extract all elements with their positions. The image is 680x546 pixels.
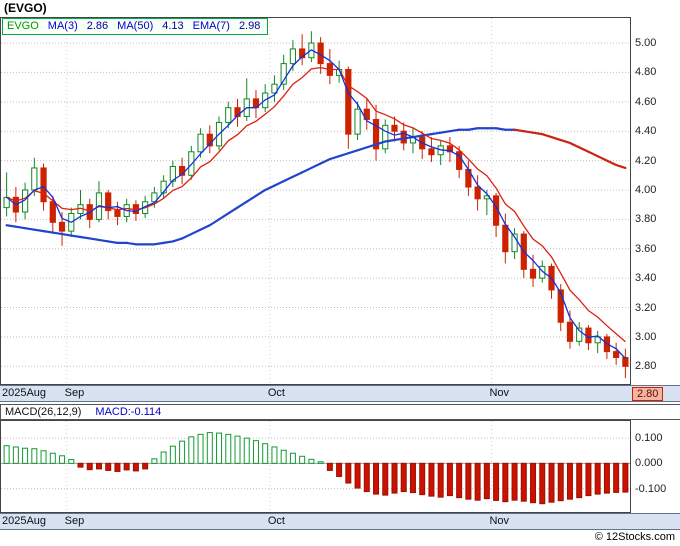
macd-axis-tick: -0.100 <box>635 482 667 495</box>
price-plot <box>0 17 631 385</box>
legend-ma3-value: 2.86 <box>86 20 109 32</box>
price-axis-tick: 4.20 <box>635 154 657 167</box>
price-axis-tick: 5.00 <box>635 37 657 50</box>
price-x-axis: 2.80 2025Aug Sep Oct Nov <box>0 385 680 402</box>
month-label: Oct <box>267 387 285 399</box>
legend-ma50-label: MA(50) <box>117 20 154 32</box>
month-label: Sep <box>64 515 85 527</box>
month-label: Nov <box>489 387 510 399</box>
macd-plot <box>0 420 631 513</box>
price-axis-tick: 4.60 <box>635 95 657 108</box>
macd-axis-tick: 0.000 <box>635 457 663 470</box>
macd-legend: MACD(26,12,9) MACD:-0.114 <box>0 404 680 420</box>
page-title: (EVGO) <box>4 1 47 15</box>
price-axis-tick: 3.40 <box>635 272 657 285</box>
price-axis-tick: 3.80 <box>635 213 657 226</box>
copyright: © 12Stocks.com <box>594 531 675 543</box>
legend-ma3-label: MA(3) <box>47 20 78 32</box>
legend-ma50-value: 4.13 <box>162 20 184 32</box>
price-axis-tick: 4.80 <box>635 66 657 79</box>
price-axis-tick: 4.00 <box>635 183 657 196</box>
month-label: 2025Aug <box>2 387 47 399</box>
price-axis-tick: 4.40 <box>635 125 657 138</box>
macd-value-label: MACD:-0.114 <box>95 406 162 418</box>
macd-panel: 0.100 0.000 -0.100 2025Aug Sep Oct Nov <box>0 420 680 532</box>
month-label: 2025Aug <box>2 515 47 527</box>
legend-ema7-label: EMA(7) <box>192 20 230 32</box>
legend-ema7-value: 2.98 <box>238 20 261 32</box>
macd-label: MACD(26,12,9) <box>5 406 82 418</box>
legend-symbol: EVGO <box>7 20 39 32</box>
macd-x-axis: 2025Aug Sep Oct Nov <box>0 513 680 530</box>
month-label: Sep <box>64 387 85 399</box>
price-legend: EVGO MA(3) 2.86 MA(50) 4.13 EMA(7) 2.98 <box>2 18 269 35</box>
month-label: Nov <box>489 515 510 527</box>
price-axis-tick: 2.80 <box>635 360 657 373</box>
price-axis-tick: 3.20 <box>635 301 657 314</box>
price-axis-tick: 3.00 <box>635 330 657 343</box>
macd-axis-tick: 0.100 <box>635 432 663 445</box>
price-axis-tick: 3.60 <box>635 242 657 255</box>
price-axis-labels: 5.00 4.80 4.60 4.40 4.20 4.00 3.80 3.60 3.40 3.20… <box>633 17 678 385</box>
price-chart-panel: 5.00 4.80 4.60 4.40 4.20 4.00 3.80 3.60 3.40 3.20… <box>0 17 680 404</box>
macd-axis-labels: 0.100 0.000 -0.100 <box>633 420 678 513</box>
last-price-badge: 2.80 <box>632 387 664 401</box>
month-label: Oct <box>267 515 285 527</box>
